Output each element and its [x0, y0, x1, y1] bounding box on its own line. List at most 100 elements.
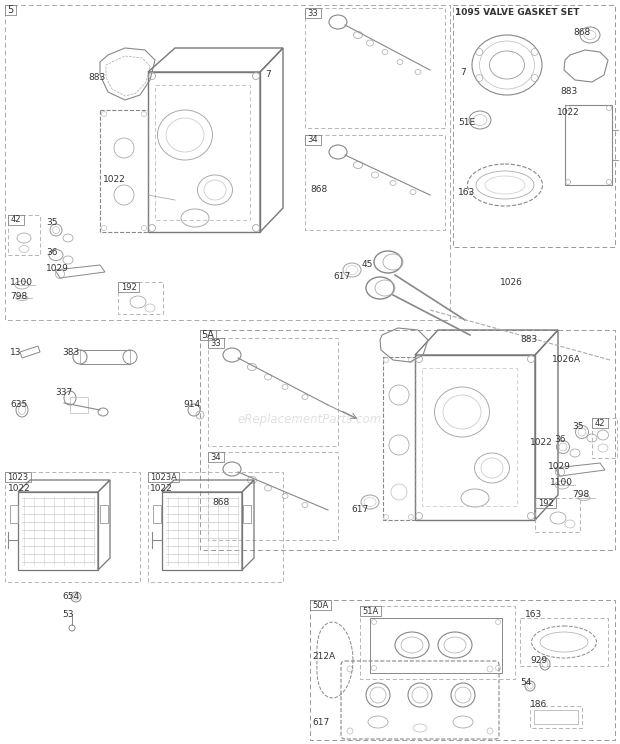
Bar — [208, 452, 338, 540]
Text: 883: 883 — [560, 87, 577, 96]
Text: 35: 35 — [572, 422, 583, 431]
Text: 50A: 50A — [312, 600, 329, 609]
Bar — [592, 418, 617, 458]
Bar — [5, 5, 16, 15]
Text: 212A: 212A — [312, 652, 335, 661]
Bar — [8, 215, 40, 255]
Text: 617: 617 — [351, 505, 368, 514]
Bar — [200, 330, 615, 550]
Bar — [305, 135, 445, 230]
Text: 1029: 1029 — [548, 462, 571, 471]
Bar — [535, 498, 556, 508]
Text: 163: 163 — [458, 188, 476, 197]
Text: 33: 33 — [211, 339, 221, 347]
Text: 337: 337 — [55, 388, 73, 397]
Bar — [148, 472, 179, 482]
Text: 635: 635 — [10, 400, 27, 409]
Bar — [592, 418, 608, 428]
Bar — [360, 606, 515, 679]
Text: 192: 192 — [538, 498, 554, 507]
Text: 868: 868 — [212, 498, 229, 507]
Bar — [310, 600, 615, 740]
Text: 7: 7 — [460, 68, 466, 77]
Text: 868: 868 — [573, 28, 590, 37]
Bar — [305, 135, 321, 145]
Text: 654: 654 — [62, 592, 79, 601]
Text: 617: 617 — [333, 272, 350, 281]
Text: 42: 42 — [595, 418, 605, 428]
Bar — [5, 472, 31, 482]
Text: 163: 163 — [525, 610, 542, 619]
Text: 1029: 1029 — [46, 264, 69, 273]
Text: 33: 33 — [308, 8, 319, 18]
Text: 929: 929 — [530, 656, 547, 665]
Text: 53: 53 — [62, 610, 74, 619]
Bar — [153, 505, 161, 523]
Text: 383: 383 — [62, 348, 79, 357]
Bar — [162, 492, 242, 570]
Text: 186: 186 — [530, 700, 547, 709]
Text: 34: 34 — [308, 135, 318, 144]
Text: 192: 192 — [121, 283, 136, 292]
Bar — [118, 282, 163, 314]
Bar — [422, 368, 517, 506]
Bar — [200, 330, 216, 340]
Text: 5A: 5A — [202, 330, 215, 340]
Text: 1022: 1022 — [530, 438, 553, 447]
Bar — [155, 85, 250, 220]
Text: 1022: 1022 — [103, 175, 126, 184]
Text: 617: 617 — [312, 718, 329, 727]
Bar — [305, 8, 445, 128]
Bar — [534, 710, 578, 724]
Text: 1023: 1023 — [7, 472, 29, 481]
Bar — [208, 338, 338, 446]
Text: 1095 VALVE GASKET SET: 1095 VALVE GASKET SET — [455, 8, 580, 17]
Bar — [360, 606, 381, 616]
Text: 54: 54 — [520, 678, 531, 687]
Bar — [118, 282, 139, 292]
Bar — [100, 505, 108, 523]
Text: 868: 868 — [310, 185, 327, 194]
Text: 35: 35 — [46, 218, 58, 227]
Bar — [453, 5, 615, 247]
Bar — [370, 618, 502, 673]
Bar — [148, 472, 283, 582]
Bar — [243, 505, 251, 523]
Text: 7: 7 — [265, 70, 271, 79]
Text: 1022: 1022 — [557, 108, 580, 117]
Bar — [208, 338, 224, 348]
Text: 51A: 51A — [362, 606, 379, 615]
Text: 42: 42 — [11, 216, 21, 225]
Text: 914: 914 — [183, 400, 200, 409]
Bar — [208, 452, 224, 462]
Bar — [18, 492, 98, 570]
Bar — [70, 397, 88, 413]
Text: 1023A: 1023A — [150, 472, 177, 481]
Bar — [535, 498, 580, 532]
Text: 36: 36 — [554, 435, 565, 444]
Text: 1026A: 1026A — [552, 355, 581, 364]
Text: 1022: 1022 — [8, 484, 31, 493]
Bar — [520, 618, 608, 666]
Bar — [8, 215, 24, 225]
Text: 51E: 51E — [458, 118, 475, 127]
Bar — [310, 600, 331, 610]
Bar — [10, 505, 18, 523]
Text: 798: 798 — [10, 292, 27, 301]
Text: 36: 36 — [46, 248, 58, 257]
Bar — [5, 472, 140, 582]
Text: 1100: 1100 — [550, 478, 573, 487]
Text: 45: 45 — [362, 260, 373, 269]
Text: eReplacementParts.com: eReplacementParts.com — [238, 414, 382, 426]
Text: 1026: 1026 — [500, 278, 523, 287]
Bar — [5, 5, 450, 320]
Text: 798: 798 — [572, 490, 589, 499]
Text: 13: 13 — [10, 348, 22, 357]
Text: 883: 883 — [520, 335, 538, 344]
Bar — [305, 8, 321, 18]
Text: 34: 34 — [211, 452, 221, 461]
Bar — [530, 706, 582, 728]
Text: 5: 5 — [7, 5, 14, 15]
Bar — [80, 350, 130, 364]
Text: 883: 883 — [88, 73, 105, 82]
